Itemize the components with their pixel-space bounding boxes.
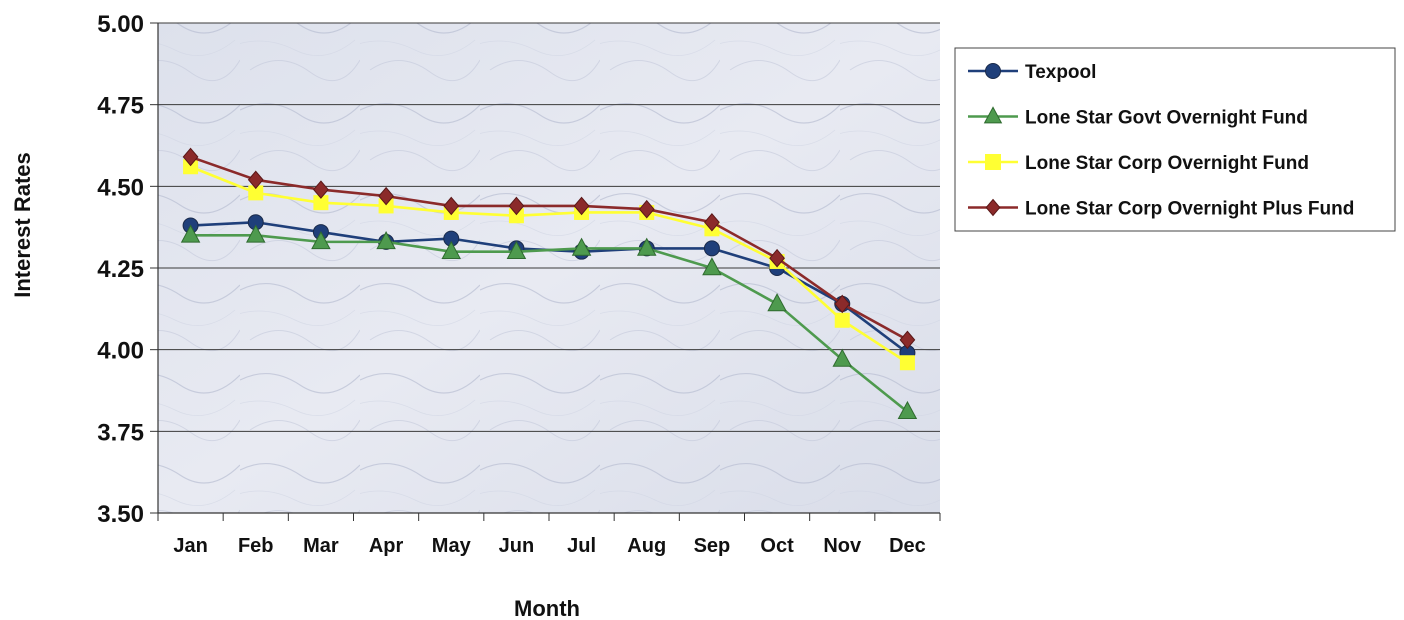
series-line	[190, 234, 909, 413]
y-tick-label: 4.25	[97, 256, 144, 283]
legend-box	[954, 47, 1396, 232]
y-tick-label: 3.50	[97, 501, 144, 528]
data-point	[897, 400, 918, 420]
data-point	[899, 330, 916, 350]
legend-marker	[985, 154, 1001, 170]
y-tick-label: 4.75	[97, 93, 144, 120]
series-1	[180, 224, 918, 420]
data-point	[376, 231, 396, 250]
data-point	[834, 294, 851, 314]
legend: Texpool Lone Star Govt Overnight Fund Lone…	[954, 47, 1396, 232]
legend-label: Lone Star Corp Overnight Plus Fund	[1025, 199, 1354, 220]
data-point	[508, 196, 525, 216]
legend-label: Lone Star Govt Overnight Fund	[1025, 108, 1308, 129]
legend-marker	[985, 63, 1001, 79]
y-tick-label: 4.50	[97, 174, 144, 201]
data-point	[441, 240, 462, 259]
series-line	[190, 165, 909, 364]
y-tick-label: 3.75	[97, 419, 144, 446]
data-point	[180, 224, 201, 243]
legend-item-1: Lone Star Govt Overnight Fund	[968, 106, 1308, 129]
legend-marker	[985, 198, 1001, 217]
data-point	[702, 257, 722, 276]
data-point	[769, 248, 785, 268]
data-point	[767, 293, 787, 312]
data-point	[704, 212, 720, 232]
x-tick-label: Mar	[303, 535, 339, 557]
data-series	[180, 147, 918, 420]
legend-item-3: Lone Star Corp Overnight Plus Fund	[968, 199, 1354, 220]
data-point	[899, 355, 915, 371]
data-point	[311, 231, 331, 250]
data-point	[703, 240, 720, 257]
x-tick-label: Jul	[567, 535, 596, 557]
data-point	[247, 170, 264, 190]
x-tick-label: Apr	[369, 535, 404, 557]
legend-marker	[983, 106, 1003, 124]
data-point	[573, 196, 590, 216]
data-point	[313, 195, 329, 211]
legend-label: Texpool	[1025, 62, 1096, 83]
data-point	[183, 159, 199, 175]
y-tick-label: 4.00	[97, 338, 144, 365]
data-point	[571, 237, 592, 256]
x-tick-label: Oct	[760, 535, 794, 557]
data-point	[182, 147, 199, 167]
x-tick-label: Jun	[499, 535, 535, 557]
data-point	[638, 199, 655, 219]
data-point	[378, 198, 394, 214]
x-tick-label: Dec	[889, 535, 926, 557]
data-point	[245, 224, 266, 243]
axes: 3.50 3.75 4.00 4.25 4.50 4.75 5.00 Jan Feb Mar Apr…	[97, 11, 941, 557]
x-tick-label: May	[432, 535, 472, 557]
data-point	[508, 208, 524, 224]
x-tick-label: Sep	[694, 535, 731, 557]
data-point	[443, 196, 460, 216]
data-point	[506, 240, 527, 259]
series-line	[190, 155, 909, 342]
x-tick-label: Feb	[238, 535, 274, 557]
legend-item-2: Lone Star Corp Overnight Fund	[968, 153, 1309, 174]
series-3	[182, 147, 916, 350]
y-tick-label: 5.00	[97, 11, 144, 38]
data-point	[248, 185, 264, 201]
data-point	[313, 180, 329, 199]
x-tick-label: Nov	[823, 535, 862, 557]
x-tick-label: Jan	[173, 535, 207, 557]
x-tick-label: Aug	[627, 535, 666, 557]
data-point	[636, 237, 657, 256]
data-point	[378, 186, 394, 206]
x-axis-title: Month	[514, 596, 580, 620]
legend-item-0: Texpool	[968, 62, 1096, 83]
y-axis-title: Interest Rates	[10, 152, 35, 298]
gridlines	[158, 22, 940, 432]
data-point	[834, 312, 850, 328]
data-point	[832, 348, 853, 367]
legend-label: Lone Star Corp Overnight Fund	[1025, 153, 1309, 174]
